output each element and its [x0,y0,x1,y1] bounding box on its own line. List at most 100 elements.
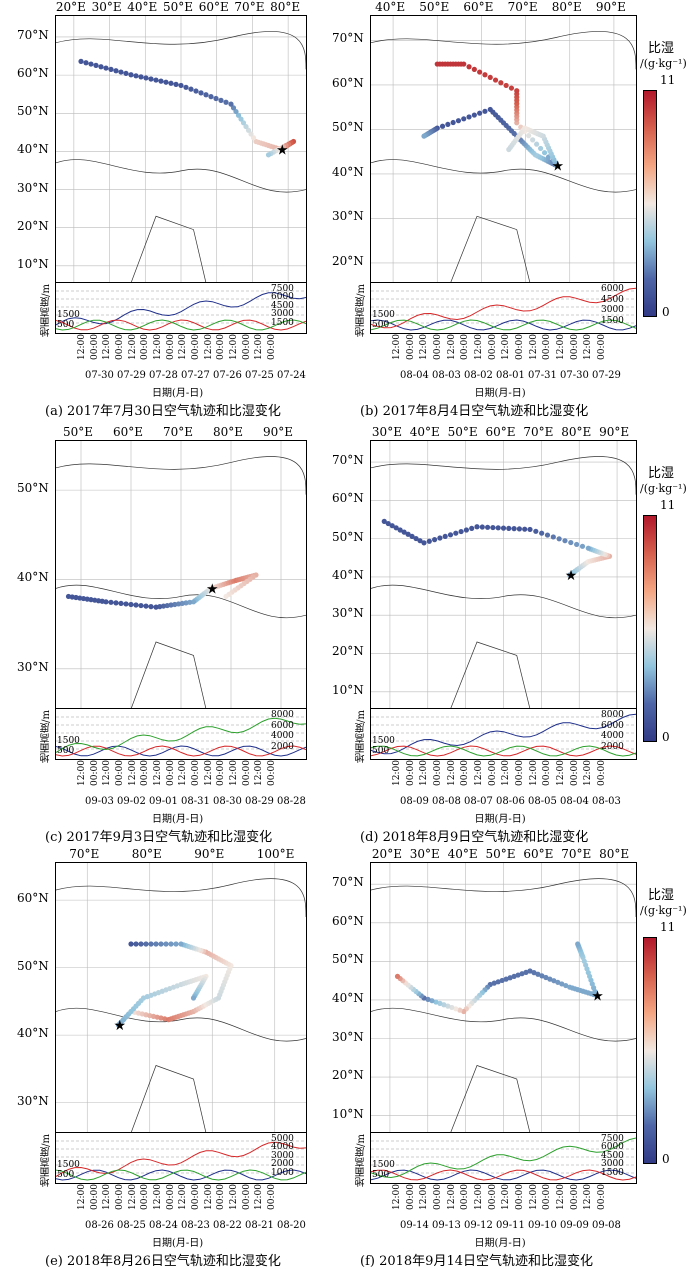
lon-tick-label: 40°E [409,425,440,439]
trajectory-point [539,973,545,979]
lat-tick-label: 30°N [332,1029,364,1044]
trajectory-point [519,971,525,977]
trajectory-point [421,133,427,139]
altitude-trace [56,319,306,331]
trajectory-point [527,968,533,974]
altitude-tick-right: 4500 [271,300,294,311]
date-axis-label: 日期(月-日) [474,814,526,825]
trajectory-point [482,72,488,78]
trajectory-point [471,112,477,118]
trajectory-point [394,973,401,979]
time-tick-label: 12:00 [446,334,457,360]
time-tick-label: 12:00 [203,334,214,360]
map-canvas: ★ [56,16,306,283]
trajectory-point [562,538,568,544]
altitude-tick-500: 500 [372,320,390,330]
trajectory-point [487,74,493,81]
trajectory-point [168,80,174,86]
trajectory-point [539,530,545,536]
lat-tick-label: 50°N [332,120,364,135]
lon-tick-label: 90°E [599,425,630,439]
trajectory-map: ★ [55,15,307,284]
lon-tick-label: 50°E [485,847,516,861]
trajectory-point [118,600,124,607]
colorbar-max-label: 11 [660,498,676,512]
altitude-tick-right: 6000 [601,284,624,294]
altitude-trace [56,1169,306,1181]
trajectory-point [450,119,456,126]
trajectory-point [123,70,129,77]
trajectory-point [538,145,544,152]
time-tick-label: 00:00 [542,1184,553,1210]
altitude-canvas [371,713,636,757]
altitude-tick-right: 7500 [271,284,294,294]
trajectory-point [531,970,537,976]
trajectory-point [123,601,129,607]
lat-tick-label: 30°N [17,180,49,195]
altitude-tick-right: 4000 [271,1142,294,1153]
altitude-trace [371,1169,636,1181]
time-tick-label: 12:00 [501,1184,512,1210]
trajectory-point [534,141,540,147]
trajectory-point [208,94,214,100]
trajectory-point [128,72,134,78]
time-tick-label: 12:00 [102,1184,113,1210]
date-labels: 08-09 08-08 08-07 08-06 08-05 08-04 08-0… [400,796,621,807]
date-labels: 09-03 09-02 09-01 08-31 08-30 08-29 08-2… [85,796,306,807]
trajectory-point [183,84,189,90]
trajectory-point [65,593,72,600]
trajectory-point [458,528,464,535]
trajectory-point [193,88,199,94]
lon-tick-label: 50°E [63,425,94,439]
trajectory-point [491,980,497,986]
trajectory-point [248,131,254,137]
trajectory-point [235,112,242,118]
trajectory-point [168,941,174,947]
time-tick-label: 00:00 [191,760,201,786]
country-borders [371,878,636,1133]
receptor-star: ★ [591,988,604,1004]
date-axis-label: 日期(月-日) [474,1238,526,1249]
time-tick-label: 00:00 [89,760,100,786]
altitude-tick-right: 8000 [271,710,294,720]
trajectory-point [78,58,84,64]
lat-tick-label: 20°N [332,253,364,268]
colorbar-max-label: 11 [660,920,676,934]
trajectory-point [563,982,569,989]
altitude-tick-right: 7500 [601,1134,624,1144]
time-tick-label: 12:00 [419,760,430,786]
trajectory-point [128,601,134,608]
time-tick-label: 12:00 [229,1184,239,1210]
altitude-tick-right: 4500 [601,294,624,305]
lon-tick-label: 80°E [599,847,630,861]
time-tick-label: 12:00 [419,1184,430,1210]
altitude-tick-right: 3000 [601,1159,624,1170]
time-tick-label: 12:00 [501,334,512,360]
lat-tick-label: 50°N [17,958,49,973]
trajectory-point [533,528,539,534]
trajectory-point [485,524,491,530]
lon-tick-label: 60°E [485,425,516,439]
trajectory-point [138,74,144,80]
trajectory-point [543,974,549,981]
trajectory-point [479,524,485,530]
altitude-tick-right: 1500 [601,315,624,326]
trajectory-point [138,941,144,947]
trajectory-point [158,941,164,947]
time-tick-label: 00:00 [515,334,525,360]
time-tick-label: 12:00 [583,760,594,786]
country-borders [56,31,306,283]
time-tick-label: 12:00 [127,760,138,786]
trajectory-point [245,127,252,133]
lon-tick-label: 90°E [194,847,225,861]
time-tick-label: 00:00 [216,760,227,786]
time-tick-label: 00:00 [405,760,416,786]
lat-tick-label: 50°N [17,481,49,496]
time-tick-label: 12:00 [474,1184,484,1210]
trajectory-point [401,529,407,535]
lat-tick-label: 40°N [17,142,49,157]
time-tick-label: 00:00 [140,334,151,360]
time-tick-label: 00:00 [433,1184,443,1210]
altitude-tick-right: 2000 [601,741,624,752]
time-tick-label: 12:00 [528,760,539,786]
